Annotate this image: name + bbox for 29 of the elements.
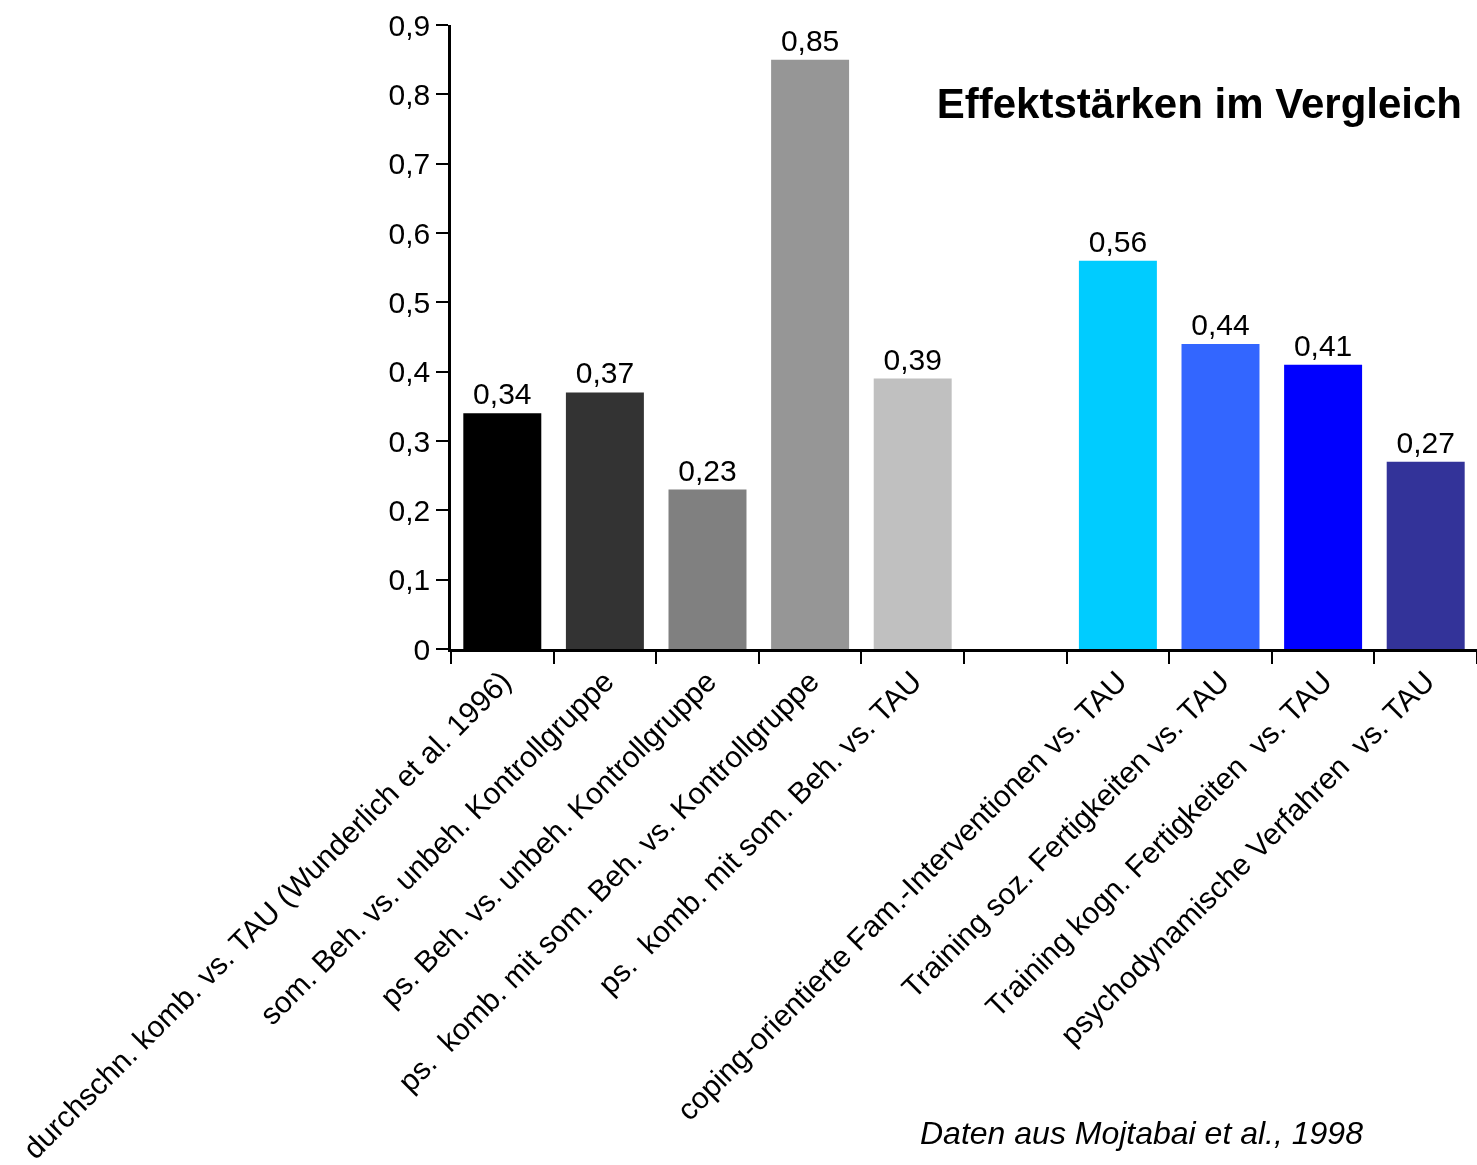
y-tick-label: 0,3 bbox=[388, 424, 431, 458]
bar bbox=[668, 489, 747, 649]
y-tick-label: 0,8 bbox=[388, 77, 431, 111]
bar bbox=[565, 392, 644, 649]
bar bbox=[771, 59, 850, 649]
y-tick-label: 0,6 bbox=[388, 216, 431, 250]
bar bbox=[873, 378, 952, 649]
y-tick-label: 0,9 bbox=[388, 8, 431, 42]
y-tick-label: 0,2 bbox=[388, 493, 431, 527]
y-tick-label: 0,1 bbox=[388, 563, 431, 597]
data-label: 0,56 bbox=[1088, 224, 1148, 258]
data-label: 0,85 bbox=[780, 23, 840, 57]
y-tick-label: 0,4 bbox=[388, 355, 431, 389]
bar bbox=[1386, 461, 1465, 649]
y-tick-label: 0 bbox=[413, 632, 431, 666]
text: Daten aus Mojtabai et al., 1998 bbox=[920, 1115, 1364, 1151]
y-tick-label: 0,7 bbox=[388, 147, 431, 181]
bar bbox=[1284, 364, 1363, 649]
text: Effektstärken im Vergleich bbox=[936, 79, 1462, 127]
bar bbox=[1078, 260, 1157, 649]
data-label: 0,23 bbox=[678, 453, 737, 487]
data-label: 0,27 bbox=[1396, 425, 1455, 459]
data-label: 0,41 bbox=[1293, 328, 1353, 362]
y-tick-label: 0,5 bbox=[388, 285, 431, 319]
data-label: 0,39 bbox=[883, 342, 942, 376]
data-label: 0,34 bbox=[473, 377, 532, 411]
bar bbox=[1181, 343, 1260, 649]
data-label: 0,37 bbox=[575, 356, 635, 390]
data-label: 0,44 bbox=[1191, 307, 1250, 341]
